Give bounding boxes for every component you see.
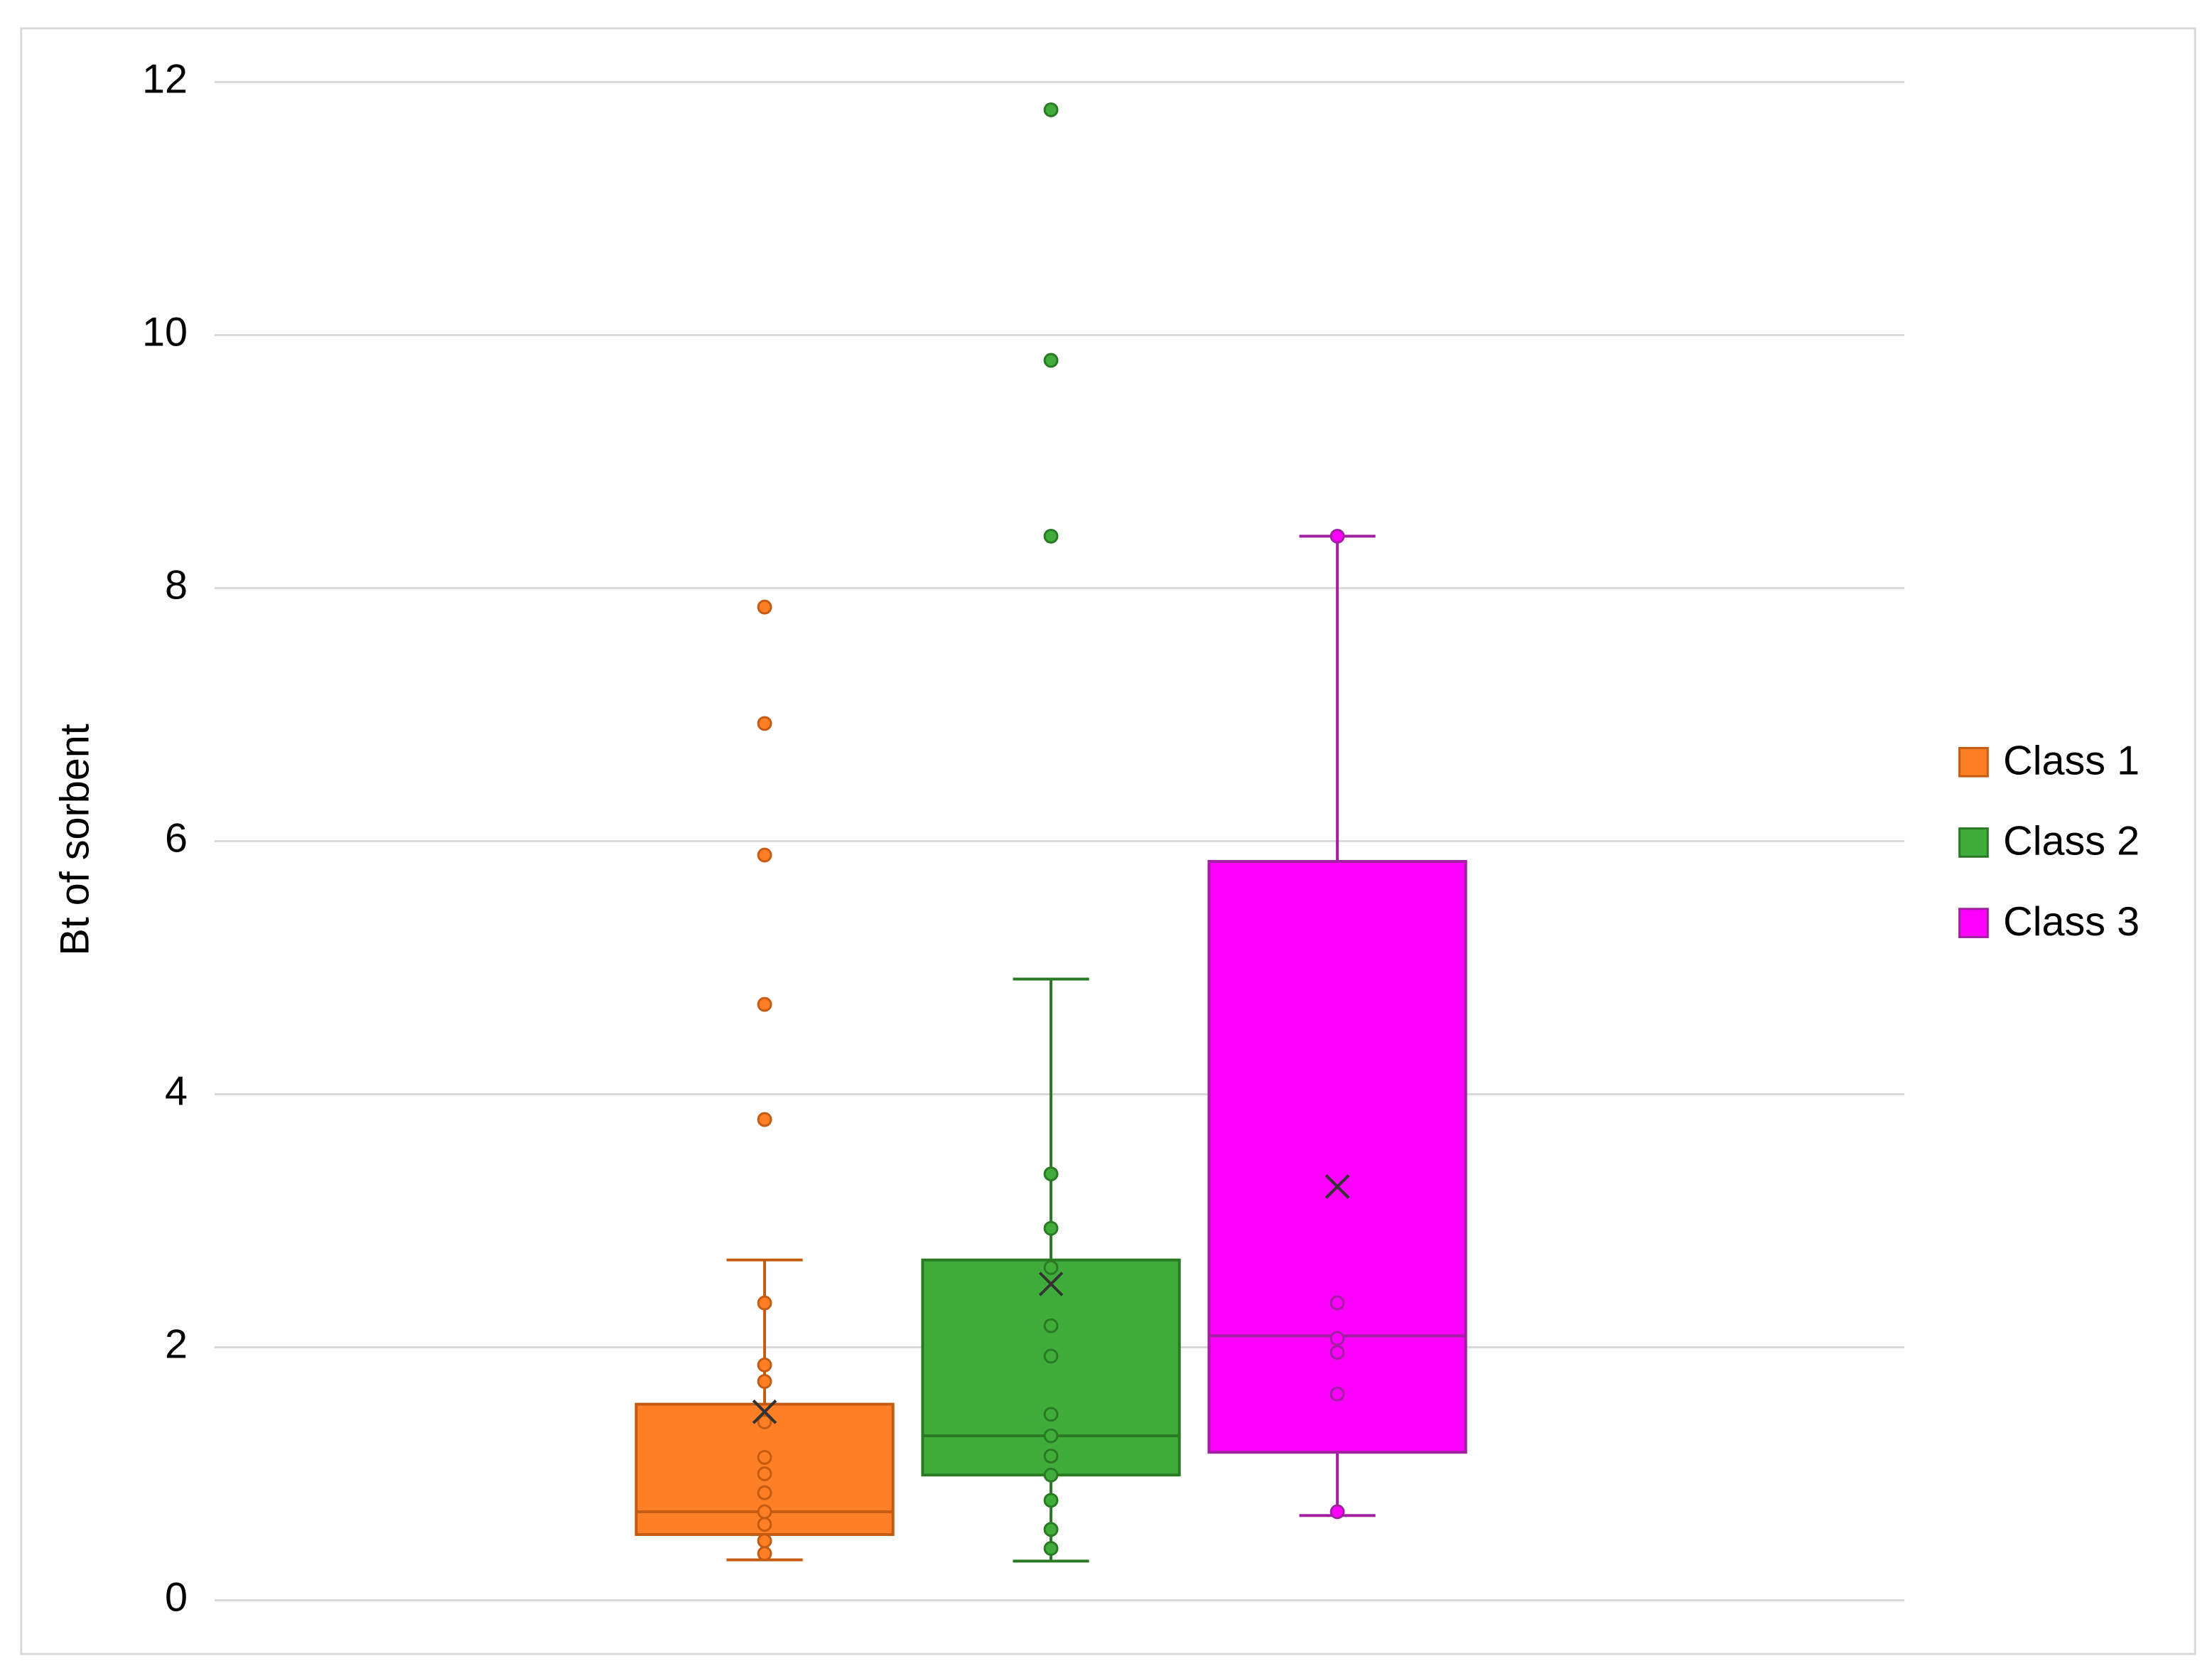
y-tick-label: 0 bbox=[165, 1575, 188, 1621]
data-point bbox=[1043, 1318, 1059, 1333]
data-point bbox=[1043, 1407, 1059, 1422]
y-axis-title: Bt of sorbent bbox=[52, 724, 97, 955]
y-tick-label: 2 bbox=[165, 1322, 188, 1368]
data-point bbox=[1043, 528, 1059, 544]
data-point bbox=[757, 1485, 772, 1500]
data-point bbox=[1043, 1259, 1059, 1275]
data-point bbox=[757, 1112, 772, 1127]
mean-marker bbox=[752, 1399, 777, 1424]
data-point bbox=[1043, 1428, 1059, 1444]
data-point bbox=[757, 1358, 772, 1372]
legend-label: Class 2 bbox=[2003, 819, 2140, 864]
data-point bbox=[757, 1546, 772, 1562]
box bbox=[1207, 859, 1467, 1454]
data-point bbox=[1043, 1522, 1059, 1537]
y-tick-label: 4 bbox=[165, 1069, 188, 1114]
mean-marker bbox=[1324, 1174, 1350, 1199]
data-point bbox=[1043, 1493, 1059, 1508]
data-point bbox=[1043, 1467, 1059, 1483]
legend-swatch bbox=[1958, 827, 1989, 858]
data-point bbox=[757, 1374, 772, 1390]
data-point bbox=[1329, 1295, 1345, 1311]
legend-swatch bbox=[1958, 908, 1989, 938]
data-point bbox=[1043, 102, 1059, 117]
data-point bbox=[757, 716, 772, 731]
data-point bbox=[757, 847, 772, 863]
y-tick-label: 8 bbox=[165, 563, 188, 608]
data-point bbox=[1043, 353, 1059, 368]
data-point bbox=[1043, 1449, 1059, 1464]
data-point bbox=[757, 1517, 772, 1532]
data-point bbox=[1043, 1541, 1059, 1556]
data-point bbox=[1043, 1220, 1059, 1236]
legend-swatch bbox=[1958, 746, 1989, 778]
y-tick-label: 12 bbox=[142, 57, 188, 102]
data-point bbox=[757, 996, 772, 1012]
data-point bbox=[757, 1533, 772, 1549]
data-point bbox=[1329, 1504, 1345, 1520]
data-point bbox=[757, 1414, 772, 1429]
data-point bbox=[757, 1295, 772, 1311]
mean-marker bbox=[1038, 1272, 1064, 1296]
data-point bbox=[757, 1504, 772, 1520]
data-point bbox=[1043, 1348, 1059, 1364]
data-point bbox=[1329, 1331, 1345, 1346]
legend-label: Class 1 bbox=[2003, 738, 2140, 783]
y-tick-label: 10 bbox=[142, 310, 188, 355]
data-point bbox=[1329, 528, 1345, 544]
data-point bbox=[757, 1466, 772, 1481]
data-point bbox=[1329, 1345, 1345, 1360]
data-point bbox=[757, 1449, 772, 1465]
data-point bbox=[757, 599, 772, 615]
data-point bbox=[1329, 1386, 1345, 1402]
y-tick-label: 6 bbox=[165, 816, 188, 861]
legend-label: Class 3 bbox=[2003, 899, 2140, 945]
data-point bbox=[1043, 1166, 1059, 1182]
